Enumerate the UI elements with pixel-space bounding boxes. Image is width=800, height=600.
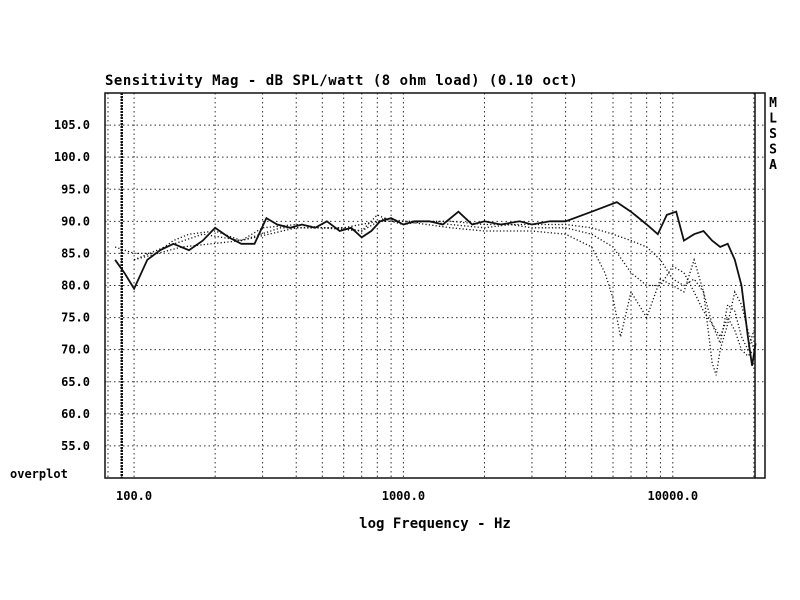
series-line-2	[114, 214, 755, 358]
series-layer	[114, 201, 757, 376]
y-tick-label: 80.0	[61, 279, 90, 293]
x-tick-label: 1000.0	[382, 489, 425, 503]
side-letter: M	[769, 96, 777, 111]
series-line-1	[114, 201, 757, 366]
y-tick-label: 55.0	[61, 439, 90, 453]
y-tick-label: 85.0	[61, 246, 90, 260]
side-letter: S	[769, 127, 777, 142]
y-tick-label: 100.0	[54, 150, 90, 164]
series-line-4	[133, 220, 755, 376]
y-tick-label: 95.0	[61, 182, 90, 196]
tick-labels: 55.0 60.0 65.0 70.0 75.0 80.0 85.0 90.0 95.0 100.…	[54, 118, 698, 503]
grid-layer	[105, 93, 765, 478]
y-tick-label: 105.0	[54, 118, 90, 132]
series-line-3	[133, 217, 755, 352]
x-tick-label: 10000.0	[647, 489, 698, 503]
y-tick-label: 65.0	[61, 375, 90, 389]
y-tick-label: 60.0	[61, 407, 90, 421]
side-letter: L	[769, 112, 777, 127]
x-tick-label: 100.0	[116, 489, 152, 503]
plot-frame	[104, 92, 766, 479]
x-axis-label: log Frequency - Hz	[359, 516, 511, 532]
overplot-label: overplot	[10, 467, 68, 481]
y-tick-label: 90.0	[61, 214, 90, 228]
y-tick-label: 70.0	[61, 343, 90, 357]
side-letter: A	[769, 158, 777, 173]
side-letter: S	[769, 143, 777, 158]
y-tick-label: 75.0	[61, 311, 90, 325]
chart-title: Sensitivity Mag - dB SPL/watt (8 ohm loa…	[105, 73, 578, 89]
